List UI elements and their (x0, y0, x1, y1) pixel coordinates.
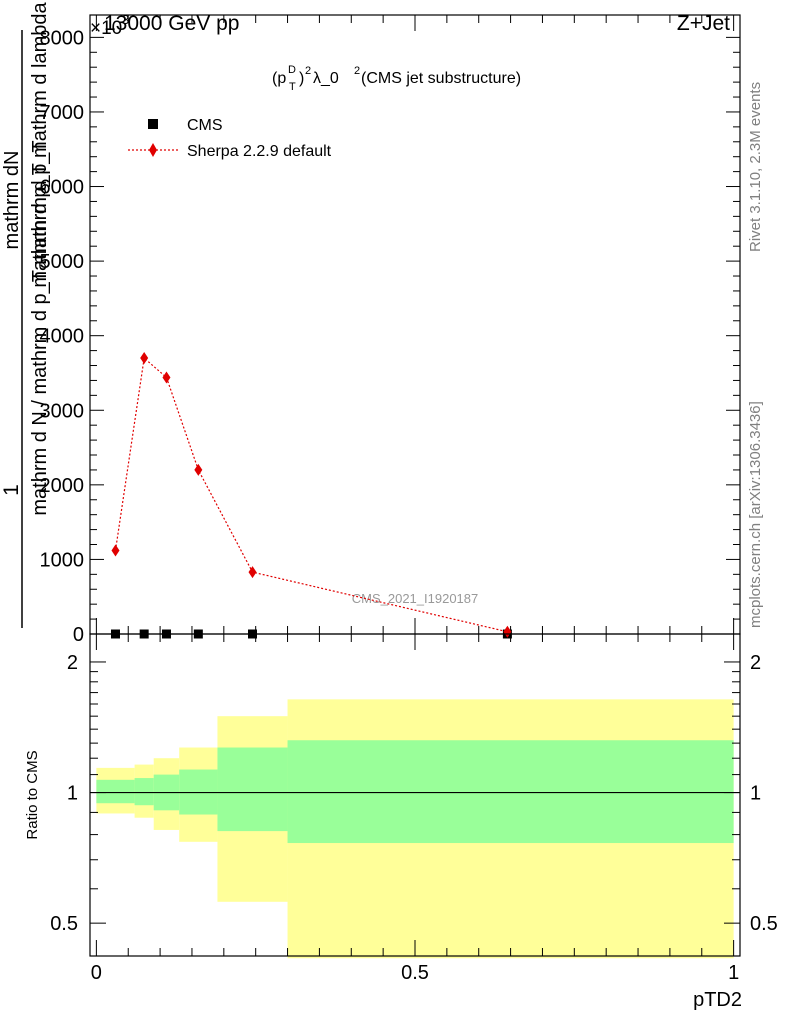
sherpa-line (114, 356, 508, 633)
analysis-watermark: CMS_2021_I1920187 (352, 591, 479, 606)
main-ytick-label: 7000 (40, 102, 85, 124)
ratio-bands (96, 699, 734, 959)
sherpa-point (503, 625, 512, 638)
sherpa-point (140, 352, 149, 365)
svg-text:D: D (288, 64, 296, 76)
main-frame (89, 14, 741, 635)
ratio-xtick-label: 0.5 (401, 962, 429, 984)
ratio-ytick-label-right: 0.5 (750, 913, 778, 935)
mcplots-label: mcplots.cern.ch [arXiv:1306.3436] (747, 401, 764, 628)
ratio-xtick-label: 0 (91, 962, 102, 984)
ratio-ytick-label: 0.5 (50, 913, 78, 935)
main-ytick-label: 6000 (40, 177, 85, 199)
main-title: (p T D ) 2 λ_0 2 (CMS jet substructure) (272, 64, 521, 93)
main-ytick-label: 4000 (40, 326, 85, 348)
svg-text:2: 2 (305, 65, 311, 77)
rivet-label: Rivet 3.1.10, 2.3M events (747, 82, 764, 252)
process-label: Z+Jet (677, 12, 730, 35)
legend-cms-label: CMS (187, 117, 223, 134)
sherpa-point (248, 566, 257, 579)
legend-sherpa-label: Sherpa 2.2.9 default (187, 143, 332, 160)
svg-text:T: T (289, 81, 296, 93)
main-ytick-label: 5000 (40, 251, 85, 273)
sherpa-point (194, 463, 203, 476)
exponent-power: 3 (122, 12, 129, 27)
svg-text:): ) (299, 70, 304, 87)
svg-text:λ_0: λ_0 (313, 70, 339, 87)
ratio-ytick-label: 2 (67, 652, 78, 674)
main-ytick-label: 2000 (40, 475, 85, 497)
main-ylabel: 1 mathrm d N / mathrm d p_T mathrm d p_T… (0, 1, 51, 628)
main-ytick-label: 0 (73, 624, 84, 646)
svg-text:1: 1 (0, 484, 23, 496)
ratio-ytick-label-right: 2 (750, 652, 761, 674)
ratio-ytick-label: 1 (67, 783, 78, 805)
legend-sherpa-marker (149, 143, 157, 157)
main-ytick-label: 1000 (40, 549, 85, 571)
ratio-ylabel: Ratio to CMS (24, 750, 41, 839)
svg-text:(p: (p (272, 70, 286, 87)
main-ytick-label: 3000 (40, 400, 85, 422)
ratio-green-band (217, 747, 288, 832)
ratio-x-axis: 0 0.5 1 (91, 634, 739, 984)
ratio-xlabel: pTD2 (693, 989, 742, 1011)
ratio-ytick-label-right: 1 (750, 783, 761, 805)
ratio-xtick-label: 1 (728, 962, 739, 984)
legend-cms-marker (148, 119, 158, 129)
exponent-label: ×10 (90, 18, 122, 39)
ratio-green-band (96, 779, 135, 804)
sherpa-point (111, 544, 120, 557)
main-y-axis: 0 1000 2000 3000 4000 5000 6000 7000 8000 (40, 27, 740, 646)
svg-text:mathrm d p_T mathrm d lambda: mathrm d p_T mathrm d lambda (29, 1, 51, 287)
sherpa-point (162, 371, 171, 384)
svg-text:(CMS jet substructure): (CMS jet substructure) (361, 70, 521, 87)
ratio-green-band (134, 778, 154, 806)
svg-text:2: 2 (354, 65, 360, 77)
ratio-green-band (287, 740, 734, 844)
legend: CMS Sherpa 2.2.9 default (128, 117, 332, 160)
svg-text:mathrm d N / mathrm d p_T math: mathrm d N / mathrm d p_T mathrm d p_T (29, 140, 51, 515)
svg-text:mathrm dN: mathrm dN (1, 151, 23, 250)
ratio-y-axis: 0.5 0.5 1 1 2 2 (50, 652, 778, 935)
energy-label: 13000 GeV pp (104, 12, 239, 35)
main-ytick-label: 8000 (40, 27, 85, 49)
main-x-ticks (95, 15, 735, 634)
